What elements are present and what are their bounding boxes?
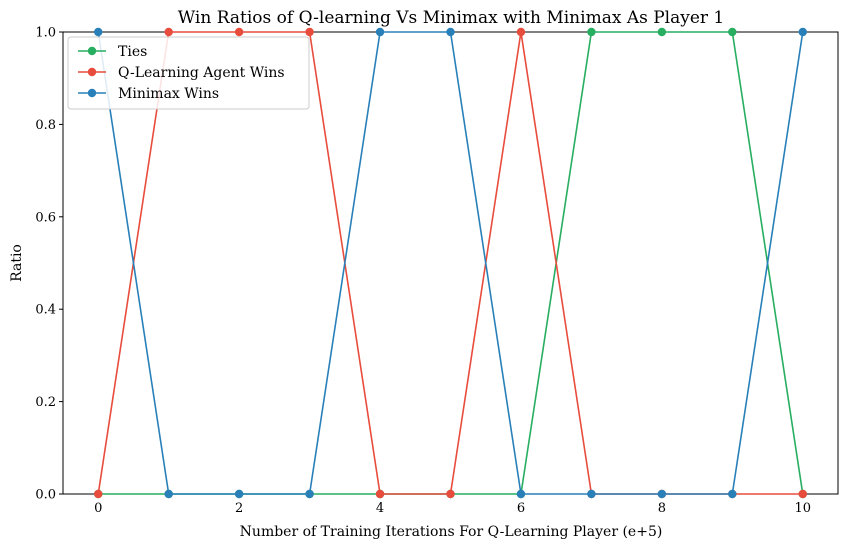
chart-title: Win Ratios of Q-learning Vs Minimax with…	[178, 8, 725, 28]
legend-label: Minimax Wins	[118, 86, 219, 102]
y-tick-label: 0.0	[35, 488, 56, 503]
data-point	[94, 28, 102, 36]
x-tick-label: 0	[94, 501, 102, 516]
x-tick-label: 4	[376, 501, 384, 516]
data-point	[517, 28, 525, 36]
y-tick-label: 0.4	[35, 303, 56, 318]
x-tick-label: 10	[794, 501, 811, 516]
y-tick-label: 0.8	[35, 118, 56, 133]
data-point	[446, 490, 454, 498]
legend-marker	[88, 47, 96, 55]
y-axis-ticks: 0.0 0.2 0.4 0.6 0.8 1.0	[35, 26, 63, 503]
data-point	[235, 490, 243, 498]
data-point	[305, 490, 313, 498]
data-point	[517, 490, 525, 498]
x-tick-label: 2	[235, 501, 243, 516]
y-tick-label: 0.6	[35, 210, 56, 225]
legend-marker	[88, 89, 96, 97]
data-point	[94, 490, 102, 498]
data-point	[799, 28, 807, 36]
data-point	[164, 28, 172, 36]
data-point	[587, 28, 595, 36]
data-point	[728, 28, 736, 36]
x-axis-label: Number of Training Iterations For Q-Lear…	[240, 524, 663, 540]
legend-label: Ties	[118, 44, 147, 60]
data-point	[587, 490, 595, 498]
data-point	[658, 28, 666, 36]
y-tick-label: 0.2	[35, 395, 56, 410]
y-axis-label: Ratio	[9, 244, 25, 282]
data-point	[376, 28, 384, 36]
data-point	[446, 28, 454, 36]
legend-marker	[88, 68, 96, 76]
x-tick-label: 8	[658, 501, 666, 516]
legend-label: Q-Learning Agent Wins	[118, 65, 285, 81]
data-point	[658, 490, 666, 498]
data-point	[799, 490, 807, 498]
data-point	[235, 28, 243, 36]
data-point	[305, 28, 313, 36]
data-point	[728, 490, 736, 498]
x-tick-label: 6	[517, 501, 525, 516]
legend: Ties Q-Learning Agent Wins Minimax Wins	[68, 37, 309, 109]
data-point	[376, 490, 384, 498]
data-point	[164, 490, 172, 498]
y-tick-label: 1.0	[35, 26, 56, 41]
